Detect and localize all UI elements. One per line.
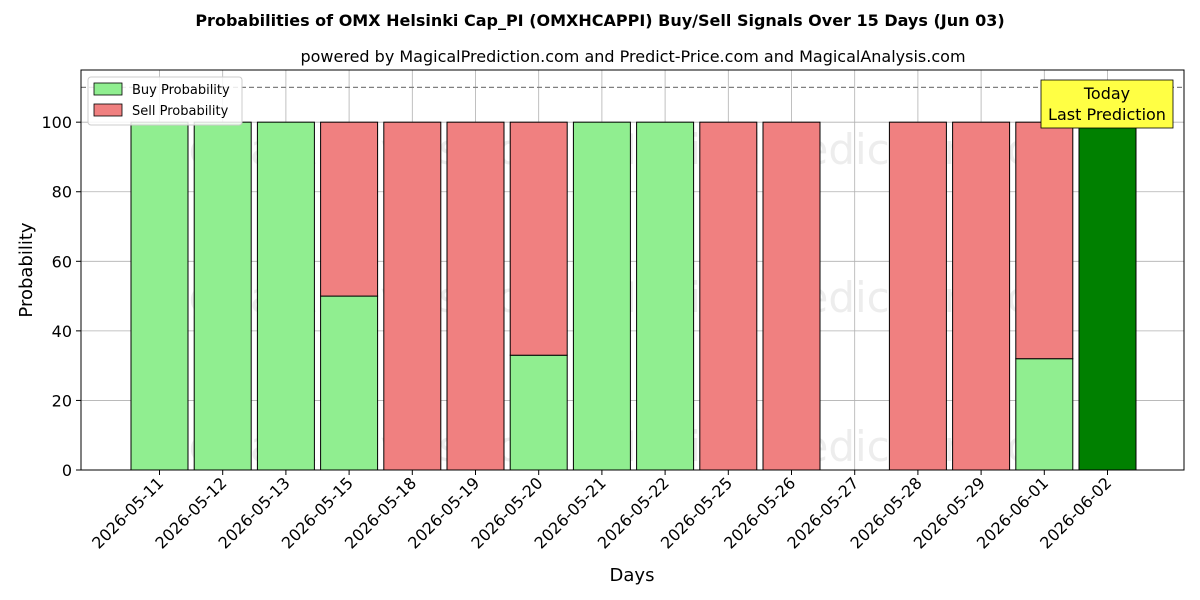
x-axis-ticks: 2026-05-112026-05-122026-05-132026-05-15… [88,470,1115,553]
legend-box [87,76,243,126]
legend-swatch-buy [93,82,123,96]
y-axis-label: Probability [16,222,37,317]
bars [130,121,1137,471]
bar-sell-2026-05-29 [952,121,1011,471]
bar-sell-2026-05-28 [888,121,947,471]
today-annotation-line-1: Today [1083,84,1130,103]
bar-buy-2026-05-22 [636,121,695,471]
plot-frame [80,69,1185,471]
today-annotation: Today Last Prediction [1040,79,1174,129]
y-tick-label: 40 [52,322,72,341]
bar-buy-2026-05-20 [509,354,568,471]
chart-title: Probabilities of OMX Helsinki Cap_PI (OM… [195,11,1004,30]
chart-subtitle: powered by MagicalPrediction.com and Pre… [300,47,965,66]
y-axis-ticks: 0 20 40 60 80 100 [41,113,81,480]
x-axis-label: Days [610,565,655,586]
legend: Buy Probability Sell Probability [87,76,243,126]
bar-buy-2026-06-02 [1078,121,1137,471]
bar-sell-2026-06-01 [1015,121,1074,360]
bar-buy-2026-05-11 [130,121,189,471]
bar-buy-2026-05-12 [193,121,252,471]
legend-swatch-sell [93,103,123,117]
today-annotation-line-2: Last Prediction [1048,105,1166,124]
y-tick-label: 20 [52,391,72,410]
legend-label-buy: Buy Probability [132,83,230,98]
y-tick-label: 0 [62,461,72,480]
bar-buy-2026-06-01 [1015,358,1074,471]
bar-sell-2026-05-18 [383,121,442,471]
bar-buy-2026-05-21 [572,121,631,471]
bar-sell-2026-05-15 [320,121,379,297]
bar-sell-2026-05-26 [762,121,821,471]
bar-sell-2026-05-20 [509,121,568,356]
y-tick-label: 60 [52,252,72,271]
bar-sell-2026-05-19 [446,121,505,471]
y-tick-label: 80 [52,183,72,202]
y-tick-label: 100 [41,113,72,132]
bar-buy-2026-05-13 [256,121,315,471]
today-annotation-box [1040,79,1174,129]
legend-label-sell: Sell Probability [132,104,229,119]
bar-sell-2026-05-25 [699,121,758,471]
bar-buy-2026-05-15 [320,295,379,471]
